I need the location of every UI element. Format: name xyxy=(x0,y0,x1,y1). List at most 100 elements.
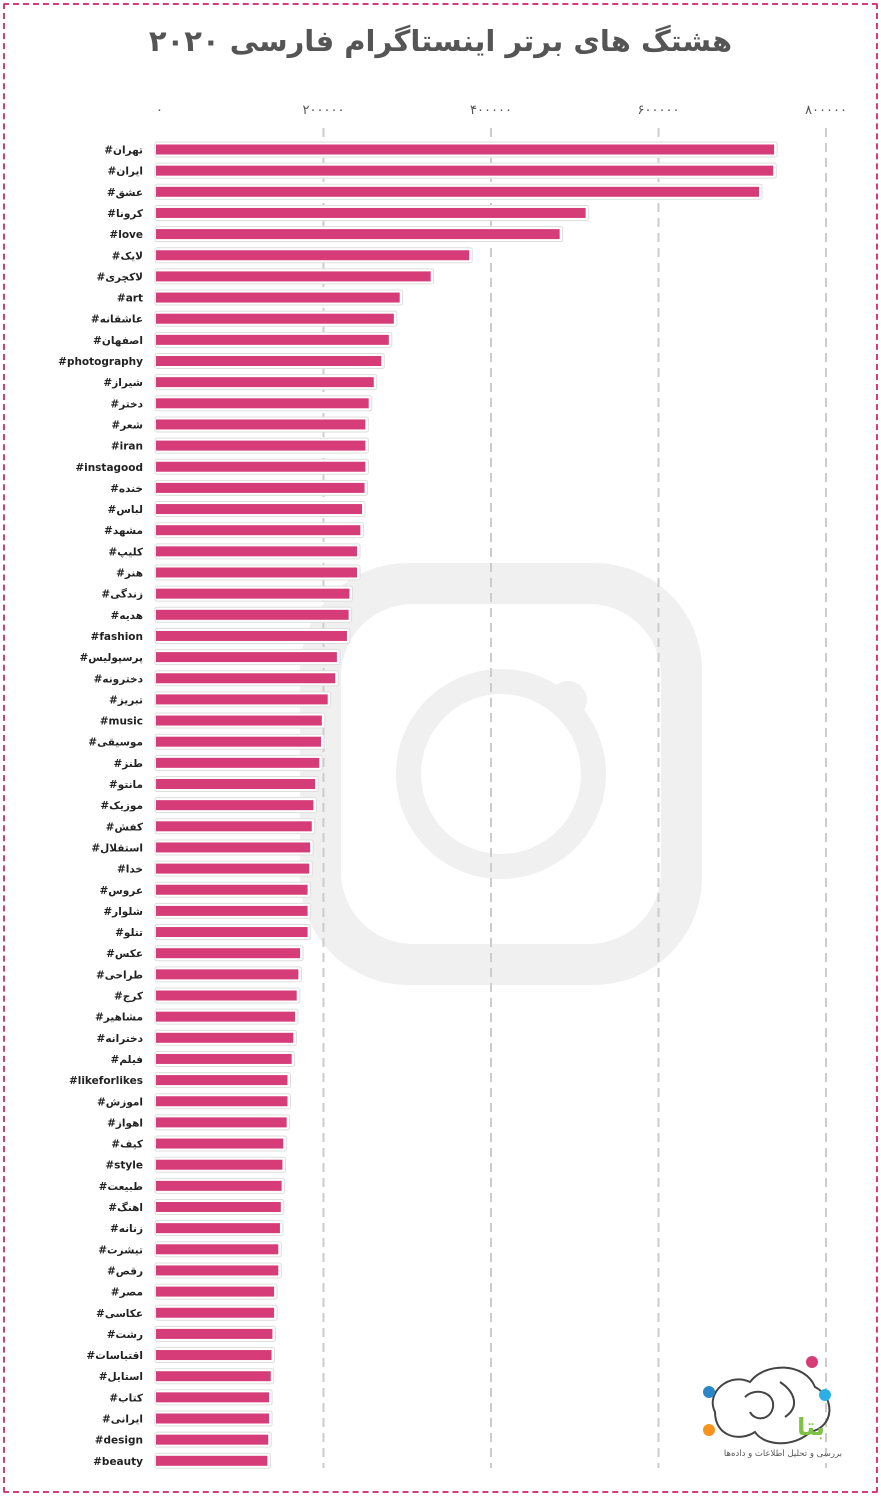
bar xyxy=(156,1138,284,1149)
category-label: #زندگی xyxy=(101,588,143,601)
bar xyxy=(156,757,320,768)
instagram-watermark-icon xyxy=(300,563,702,985)
bar xyxy=(156,292,400,303)
x-tick-label-1: ۲۰۰۰۰۰ xyxy=(303,103,345,118)
category-label: #music xyxy=(100,716,143,728)
bars xyxy=(154,141,778,1469)
bar xyxy=(156,1075,288,1086)
bar xyxy=(156,609,349,620)
category-label: #دختر xyxy=(110,398,143,410)
brand-tagline: بررسی و تحلیل اطلاعات و داده‌ها xyxy=(723,1449,842,1459)
bar xyxy=(156,461,366,472)
bar xyxy=(156,630,347,641)
category-labels: #تهران #ایران #عشق #کرونا #love #لایک #لاکچری #… xyxy=(58,145,144,1468)
category-label: #شیراز xyxy=(103,377,143,389)
bar xyxy=(156,398,369,409)
category-label: #خنده xyxy=(110,483,143,495)
category-label: #فیلم xyxy=(111,1054,144,1066)
category-label: #خدا xyxy=(117,864,143,876)
bar xyxy=(156,250,470,261)
bar xyxy=(156,715,322,726)
category-label: #تهران xyxy=(104,145,143,157)
category-label: #کفش xyxy=(106,821,144,833)
bar xyxy=(156,1307,275,1318)
x-tick-label-4: ۸۰۰۰۰۰ xyxy=(805,103,847,118)
category-label: #عشق xyxy=(107,187,143,199)
category-label: #اصفهان xyxy=(93,335,143,347)
category-label: #اقتباسات xyxy=(86,1350,143,1362)
chart-title: هشتگ های برتر اینستاگرام فارسی ۲۰۲۰ xyxy=(148,24,733,58)
bar xyxy=(156,1032,294,1043)
bar xyxy=(156,165,774,176)
bar xyxy=(156,419,366,430)
category-label: #مشهد xyxy=(104,525,143,537)
brand-name: بتا xyxy=(797,1413,825,1441)
beta-logo-icon xyxy=(703,1356,831,1445)
bar xyxy=(156,863,310,874)
bar xyxy=(156,504,363,515)
category-label: #کتاب xyxy=(109,1392,144,1404)
bar xyxy=(156,482,365,493)
gridlines xyxy=(322,128,827,1468)
bar xyxy=(156,334,389,345)
category-label: #لاکچری xyxy=(97,271,143,283)
bar xyxy=(156,652,337,663)
category-label: #اهواز xyxy=(107,1117,143,1129)
category-label: #کرج xyxy=(114,991,144,1003)
category-label: #iran xyxy=(111,441,143,453)
bar xyxy=(156,1011,296,1022)
category-label: #تتلو xyxy=(115,927,143,939)
category-label: #مشاهیر xyxy=(95,1012,143,1024)
bar xyxy=(156,1371,271,1382)
bar xyxy=(156,1434,269,1445)
bar xyxy=(156,694,328,705)
category-label: #هنر xyxy=(116,568,143,580)
bar xyxy=(156,1455,268,1466)
category-label: #ایرانی xyxy=(102,1414,143,1426)
bar xyxy=(156,884,308,895)
bar xyxy=(156,588,350,599)
bar xyxy=(156,567,357,578)
category-label: #لباس xyxy=(108,504,144,516)
category-label: #رقص xyxy=(107,1265,143,1277)
bar xyxy=(156,1053,292,1064)
category-label: #هدیه xyxy=(111,610,143,622)
category-label: #photography xyxy=(58,356,143,368)
bar xyxy=(156,673,336,684)
bar xyxy=(156,440,366,451)
bar xyxy=(156,821,312,832)
x-tick-label-3: ۶۰۰۰۰۰ xyxy=(638,103,680,118)
category-label: #استایل xyxy=(99,1371,143,1383)
category-label: #مانتو xyxy=(109,779,143,791)
bar xyxy=(156,525,361,536)
bar xyxy=(156,800,314,811)
x-axis-ticks: ۰ ۲۰۰۰۰۰ ۴۰۰۰۰۰ ۶۰۰۰۰۰ ۸۰۰۰۰۰ xyxy=(156,103,847,118)
category-label: #مصر xyxy=(111,1287,143,1299)
bar xyxy=(156,356,382,366)
category-label: #design xyxy=(95,1435,143,1447)
category-label: #طبیعت xyxy=(99,1181,143,1193)
category-label: #art xyxy=(117,293,143,305)
category-label: #کلیپ xyxy=(108,546,144,558)
category-label: #instagood xyxy=(75,462,143,474)
category-label: #شعر xyxy=(111,419,143,431)
category-label: #عکاسی xyxy=(96,1308,143,1320)
category-label: #لایک xyxy=(112,250,143,262)
bar xyxy=(156,1328,273,1339)
category-label: #likeforlikes xyxy=(69,1075,143,1087)
bar xyxy=(156,1117,287,1128)
bar xyxy=(156,1223,280,1234)
bar xyxy=(156,271,431,282)
bar xyxy=(156,186,759,197)
category-label: #موزیک xyxy=(100,800,143,812)
bar xyxy=(156,1392,270,1403)
bar xyxy=(156,1159,283,1170)
bar xyxy=(156,144,775,155)
category-label: #ایران xyxy=(108,166,143,178)
bar xyxy=(156,1180,282,1191)
category-label: #beauty xyxy=(93,1456,143,1468)
bar xyxy=(156,842,311,853)
bar xyxy=(156,736,321,747)
bar xyxy=(156,1286,275,1297)
x-tick-label-0: ۰ xyxy=(156,103,163,118)
